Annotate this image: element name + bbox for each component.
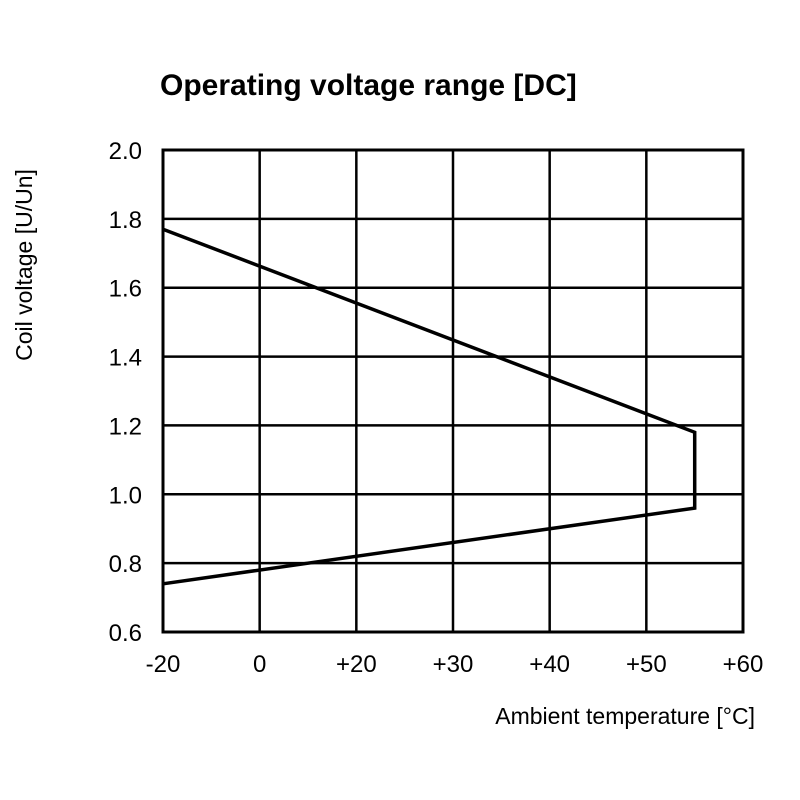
x-tick-label: +30 — [433, 651, 474, 678]
x-tick-labels: -20 0 +20 +30 +40 +50 +60 — [146, 651, 764, 678]
y-tick-label: 1.6 — [109, 276, 142, 303]
chart-title: Operating voltage range [DC] — [160, 69, 577, 102]
series-layer — [162, 227, 697, 586]
y-axis-label: Coil voltage [U/Un] — [11, 169, 37, 361]
x-tick-label: 0 — [253, 651, 266, 678]
x-tick-label: +40 — [529, 651, 570, 678]
x-tick-label: +20 — [336, 651, 377, 678]
y-tick-label: 2.0 — [109, 138, 142, 165]
x-tick-label: +50 — [626, 651, 667, 678]
y-tick-label: 0.8 — [109, 551, 142, 578]
y-tick-label: 1.0 — [109, 482, 142, 509]
y-tick-label: 0.6 — [109, 620, 142, 647]
y-tick-labels: 2.0 1.8 1.6 1.4 1.2 1.0 0.8 0.6 — [109, 138, 142, 647]
plot-frame — [161, 148, 745, 634]
y-tick-label: 1.4 — [109, 345, 142, 372]
x-tick-label: +60 — [723, 651, 764, 678]
x-axis-label: Ambient temperature [°C] — [495, 703, 755, 729]
x-tick-label: -20 — [146, 651, 181, 678]
y-tick-label: 1.2 — [109, 413, 142, 440]
y-tick-label: 1.8 — [109, 207, 142, 234]
operating-range-line — [162, 227, 697, 586]
grid — [163, 150, 743, 632]
